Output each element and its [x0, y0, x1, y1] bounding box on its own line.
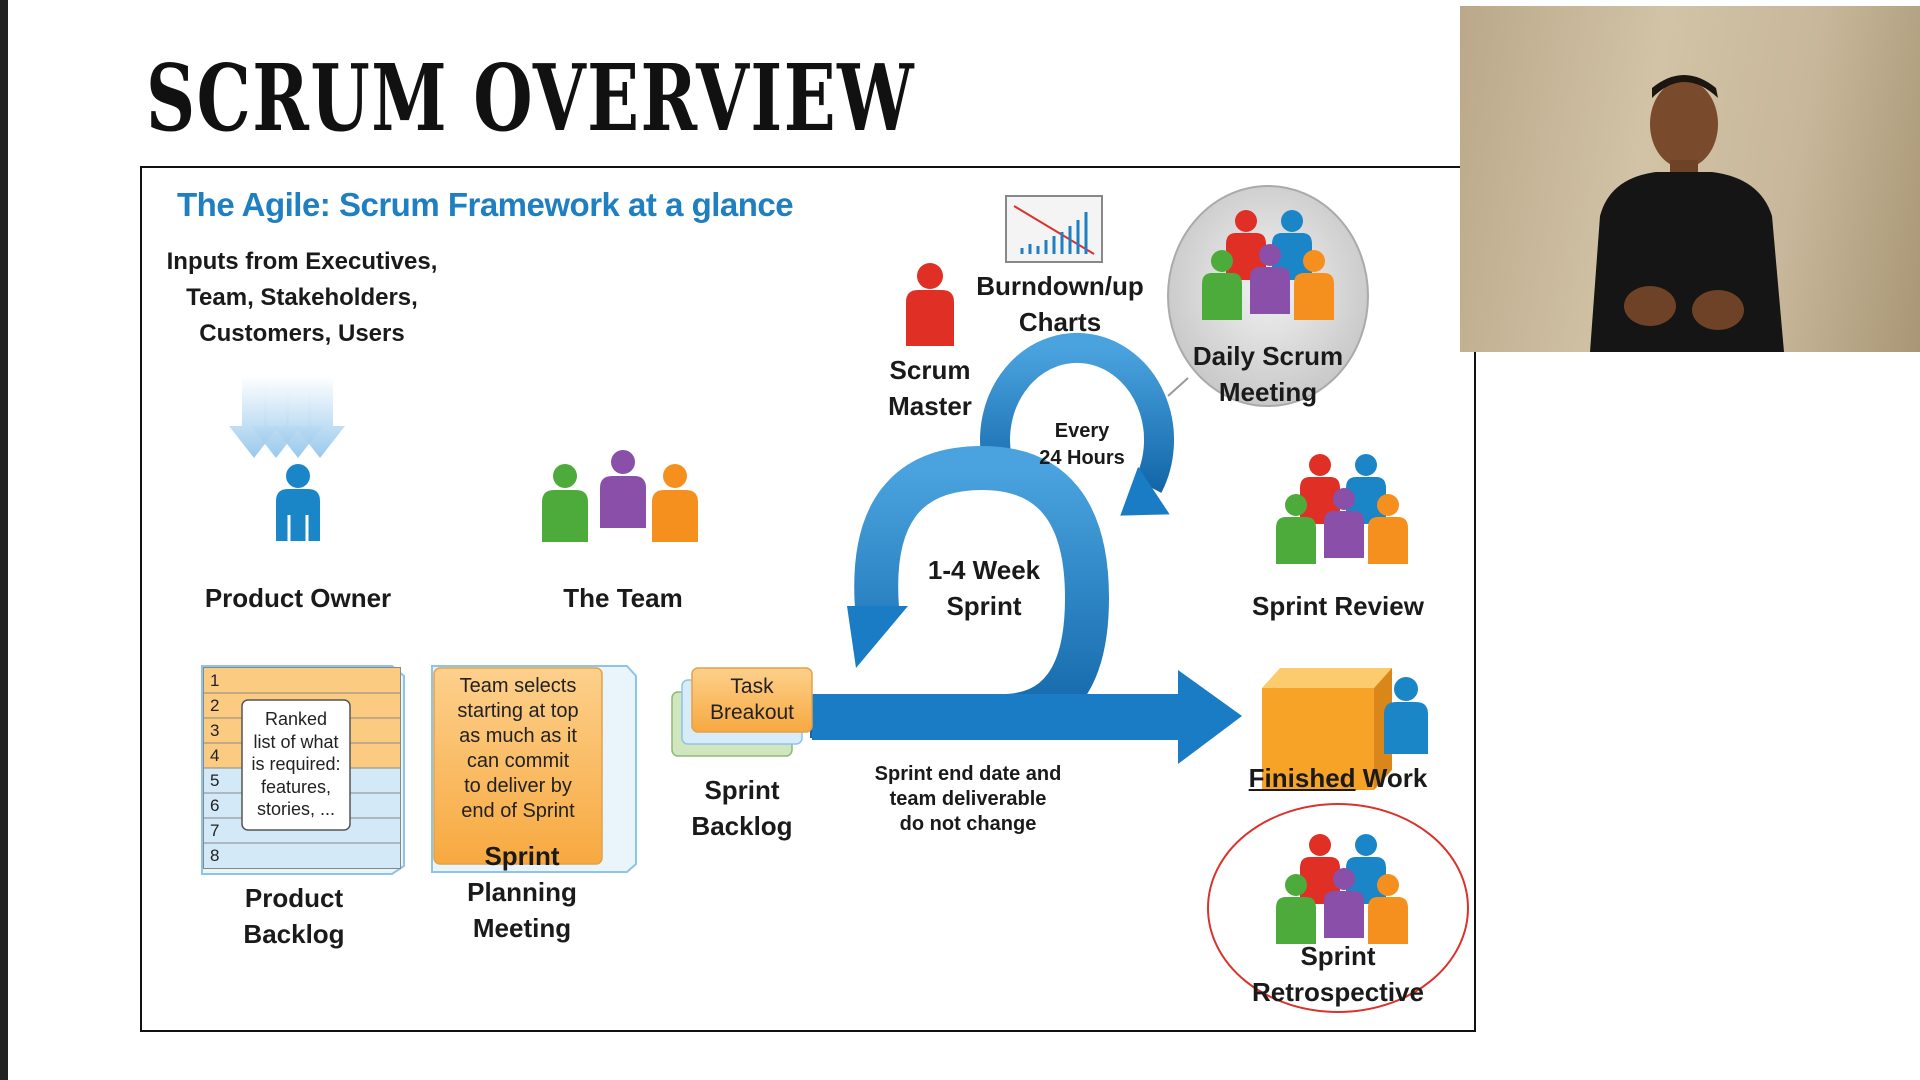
- backlog-row-number: 4: [210, 746, 220, 765]
- sprint-retrospective-team-icon: [1276, 834, 1408, 944]
- box-icon: [1262, 668, 1392, 790]
- diagram-frame: The Agile: Scrum Framework at a glance: [140, 166, 1476, 1032]
- down-arrows-icon: [229, 376, 345, 458]
- sprint-planning-label: Sprint Planning Meeting: [467, 841, 577, 943]
- backlog-row-number: 8: [210, 846, 220, 865]
- every-24-hours-label: Every 24 Hours: [1039, 420, 1125, 469]
- product-owner-person-icon: [276, 464, 320, 541]
- left-edge-bar: [0, 0, 8, 1080]
- sprint-review-label: Sprint Review: [1252, 591, 1424, 621]
- backlog-row-number: 3: [210, 721, 220, 740]
- product-backlog-label: Product Backlog: [243, 883, 345, 949]
- product-owner-label: Product Owner: [204, 583, 392, 613]
- sprint-retrospective-label: Sprint Retrospective: [1252, 941, 1424, 1007]
- scrum-master-person-icon: [906, 263, 954, 346]
- slide-title: SCRUM OVERVIEW: [146, 44, 916, 152]
- daily-scrum-team-icon: [1202, 210, 1334, 320]
- finished-work-person-icon: [1384, 677, 1428, 754]
- backlog-note-text: Ranked list of what is required: feature…: [251, 709, 341, 819]
- sprint-cycle-arrow-icon: [810, 445, 1242, 764]
- product-backlog-stack: [201, 665, 405, 875]
- connector-line: [1167, 377, 1189, 397]
- sprint-planning-box: [431, 665, 637, 873]
- backlog-row-number: 6: [210, 796, 220, 815]
- diagram-graphics: [201, 185, 1469, 1013]
- burndown-charts-label: Burndown/up Charts: [976, 271, 1144, 337]
- sprint-length-label: 1-4 Week Sprint: [927, 555, 1041, 621]
- burndown-chart-icon: [1005, 195, 1103, 263]
- backlog-row-numbers: 1 2 3 4 5 6 7 8: [210, 668, 240, 868]
- backlog-row-number: 1: [210, 671, 220, 690]
- work-word: Work: [1355, 763, 1428, 793]
- sprint-backlog-stack: [671, 667, 813, 757]
- the-team-label: The Team: [563, 583, 683, 613]
- retrospective-highlight-circle: [1207, 803, 1469, 1013]
- backlog-row-number: 2: [210, 696, 220, 715]
- presenter-video: [1460, 6, 1920, 352]
- inputs-label: Inputs from Executives, Team, Stakeholde…: [166, 248, 438, 347]
- presenter-figure: [1590, 75, 1784, 352]
- backlog-row-number: 7: [210, 821, 220, 840]
- finished-work-label: Finished Work: [1238, 760, 1438, 796]
- sprint-backlog-label: Sprint Backlog: [691, 775, 793, 841]
- diagram-title: The Agile: Scrum Framework at a glance: [177, 186, 794, 223]
- team-icon: [542, 450, 698, 542]
- scrum-master-label: Scrum Master: [888, 355, 972, 421]
- task-breakout-text: Task Breakout: [709, 675, 795, 724]
- finished-word: Finished: [1248, 763, 1356, 793]
- daily-cycle-arrow-icon: [980, 332, 1175, 516]
- planning-box-text: Team selects starting at top as much as …: [457, 675, 579, 822]
- backlog-row-number: 5: [210, 771, 220, 790]
- sprint-review-team-icon: [1276, 454, 1408, 564]
- daily-scrum-label: Daily Scrum Meeting: [1192, 341, 1344, 407]
- sprint-end-note: Sprint end date and team deliverable do …: [874, 763, 1062, 835]
